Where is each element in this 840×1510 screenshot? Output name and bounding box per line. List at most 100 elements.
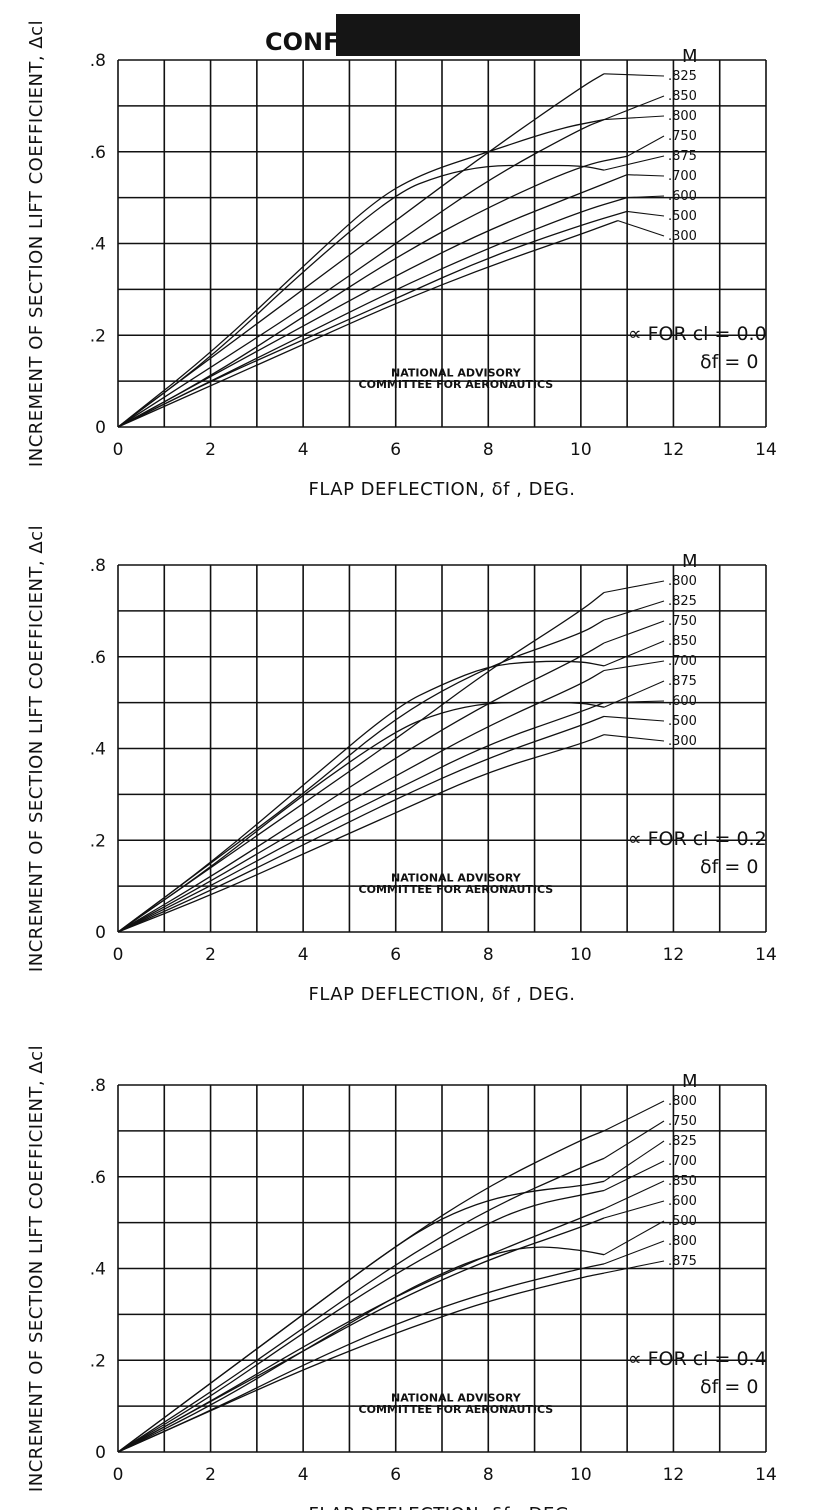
series-label: .850 [668,89,697,104]
x-tick-label: 14 [755,945,777,965]
leader-line [603,1140,665,1182]
condition-label: ∝ FOR cl = 0.0 [628,323,767,345]
leader-line [603,1180,665,1210]
x-tick-label: 2 [205,945,216,965]
grid [117,1084,767,1453]
charts: 0 2 4 6 8 10 12 14 0 .2 .4 .6 .8 FLAP DEFLECTION, δf … [26,20,777,1510]
legend-title: M [682,1071,698,1092]
x-axis-title: FLAP DEFLECTION, δf , DEG. [308,479,575,500]
x-tick-label: 10 [570,1465,592,1485]
series-line [117,701,605,933]
series-line [117,118,605,428]
series-line [117,174,628,428]
leader-line [603,1200,665,1219]
series-label: .700 [668,654,697,669]
series-label: .850 [668,1174,697,1189]
series-label: .300 [668,734,697,749]
series-line [117,715,605,933]
legend-title: M [682,551,698,572]
leader-line [627,174,665,177]
series-line [117,1157,605,1453]
series-label: .750 [668,614,697,629]
y-tick-label: .2 [90,831,106,851]
series-label: .750 [668,1114,697,1129]
x-tick-label: 12 [663,945,685,965]
series-line [117,219,619,428]
series-label: .825 [668,1134,697,1149]
series-line [117,164,605,428]
leader-line [603,734,665,742]
x-tick-label: 14 [755,440,777,460]
y-tick-label: .2 [90,326,106,346]
redaction-block [336,14,580,56]
series-line [117,1189,605,1453]
naca-note: COMMITTEE FOR AERONAUTICS [359,1403,554,1416]
series-label: .500 [668,209,697,224]
series-line [117,669,605,933]
x-tick-label: 0 [113,440,124,460]
y-tick-label: .8 [90,51,106,71]
series-label: .500 [668,714,697,729]
series-line [117,210,628,428]
x-tick-label: 0 [113,1465,124,1485]
y-tick-label: .4 [90,235,106,255]
series-line [117,642,605,933]
x-tick-label: 2 [205,1465,216,1485]
x-tick-label: 10 [570,440,592,460]
series-label: .800 [668,1094,697,1109]
condition-label: ∝ FOR cl = 0.2 [628,828,767,850]
chart-panel-3: 0 2 4 6 8 10 12 14 0 .2 .4 .6 .8 FLAP DEFLECTION, δf … [26,1045,777,1510]
x-tick-label: 6 [390,945,401,965]
x-tick-label: 6 [390,440,401,460]
naca-note: COMMITTEE FOR AERONAUTICS [359,883,554,896]
y-axis-title: INCREMENT OF SECTION LIFT COEFFICIENT, Δ… [26,1045,47,1492]
x-tick-label: 8 [483,440,494,460]
x-tick-label: 4 [298,440,309,460]
y-tick-label: .4 [90,740,106,760]
y-tick-label: .8 [90,1076,106,1096]
series-label: .600 [668,694,697,709]
leader-line [603,1120,665,1159]
leader-line [627,210,665,217]
condition-label: δf = 0 [700,856,758,878]
naca-note: COMMITTEE FOR AERONAUTICS [359,378,554,391]
series-label: .700 [668,169,697,184]
x-tick-label: 12 [663,440,685,460]
leader-line [603,640,665,667]
condition-label: δf = 0 [700,351,758,373]
series-line [117,1180,605,1453]
leader-line [603,620,665,644]
y-axis-title: INCREMENT OF SECTION LIFT COEFFICIENT, Δ… [26,525,47,972]
x-tick-label: 8 [483,1465,494,1485]
series-line [117,1246,605,1453]
series-label: .750 [668,129,697,144]
naca-note: NATIONAL ADVISORY [391,367,522,380]
series-line [117,734,605,933]
series-label: .825 [668,69,697,84]
naca-note: NATIONAL ADVISORY [391,872,522,885]
condition-label: δf = 0 [700,1376,758,1398]
x-tick-label: 4 [298,945,309,965]
series-line [117,660,605,933]
x-tick-label: 4 [298,1465,309,1485]
leader-line [603,1240,665,1265]
grid [117,564,767,933]
x-tick-label: 2 [205,440,216,460]
x-tick-label: 10 [570,945,592,965]
series-label: .500 [668,1214,697,1229]
leader-line [603,600,665,621]
series-label: .800 [668,574,697,589]
x-tick-label: 8 [483,945,494,965]
x-tick-label: 0 [113,945,124,965]
leader-line [603,95,665,121]
y-tick-label: .2 [90,1351,106,1371]
y-tick-label: 0 [95,418,106,438]
series-label: .825 [668,594,697,609]
leader-line [603,1160,665,1191]
chart-panel-2: 0 2 4 6 8 10 12 14 0 .2 .4 .6 .8 FLAP DEFLECTION, δf … [26,525,777,1005]
series-line [117,1272,605,1453]
x-tick-label: 12 [663,1465,685,1485]
leader-line [603,700,665,704]
x-tick-label: 6 [390,1465,401,1485]
